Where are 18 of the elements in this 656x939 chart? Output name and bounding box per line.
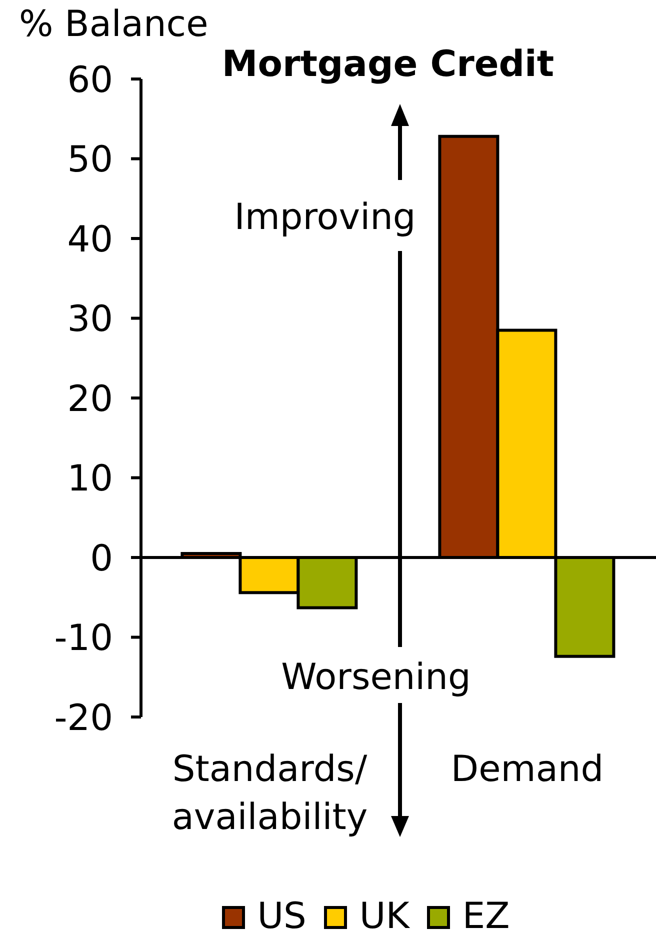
annotation: Improving [234,197,416,238]
legend-label: US [257,896,306,937]
y-axis-title: % Balance [19,4,208,45]
y-tick-label: 40 [67,219,113,260]
legend-label: UK [359,896,410,937]
x-tick-label: Demand [450,749,604,790]
annotation: Worsening [281,657,471,698]
legend-label: EZ [462,896,510,937]
y-tick-label: 30 [67,299,113,340]
y-tick-label: 0 [90,538,113,580]
y-tick-label: 10 [67,458,113,500]
y-tick-label: 50 [67,140,113,181]
chart-title: Mortgage Credit [222,44,554,85]
y-tick-label: 60 [67,60,113,101]
y-tick-label: 20 [67,378,113,420]
y-tick-label: -20 [54,698,113,739]
x-tick-label: Standards/ availability [172,749,368,838]
y-tick-label: -10 [54,618,113,660]
